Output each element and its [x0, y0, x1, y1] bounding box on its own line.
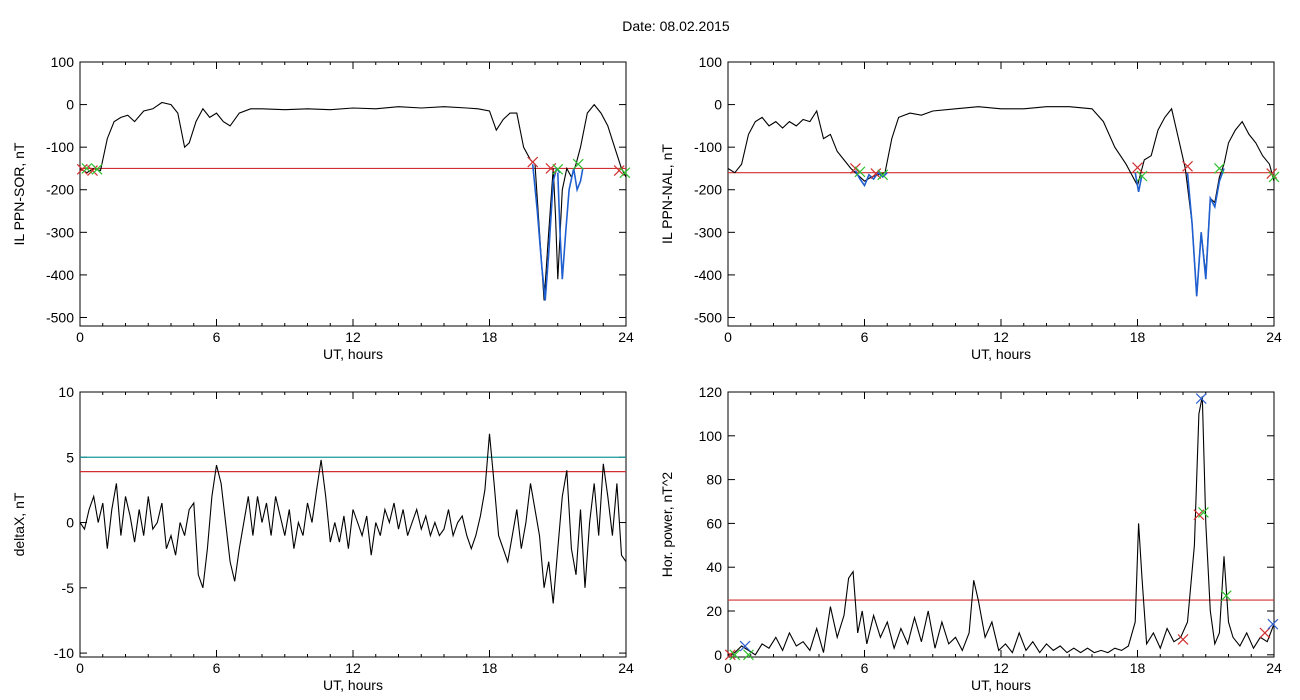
highlight-segment [1186, 168, 1225, 297]
event-marker [1177, 634, 1189, 645]
series-line [727, 106, 1275, 297]
y-tick-label: 10 [58, 384, 74, 400]
x-tick-label: 0 [76, 329, 84, 345]
event-marker [572, 158, 584, 170]
x-axis-label: UT, hours [971, 346, 1031, 362]
y-tick-label: 100 [51, 54, 75, 70]
x-tick-label: 6 [861, 660, 869, 676]
event-marker [729, 649, 741, 661]
y-tick-label: -300 [694, 224, 722, 240]
y-tick-label: 0 [714, 647, 722, 663]
event-marker [870, 168, 882, 179]
y-tick-label: -200 [694, 182, 722, 198]
plot-il-sor: 0 6 12 18 24 100 0 -100 -200 -300 -400 -500 UT, hour… [11, 54, 634, 362]
event-marker [81, 163, 93, 174]
x-tick-label: 6 [213, 660, 221, 676]
x-tick-label: 0 [76, 660, 84, 676]
x-axis-label: UT, hours [323, 346, 383, 362]
x-tick-label: 12 [993, 329, 1009, 345]
event-marker [724, 649, 736, 661]
event-marker [91, 163, 103, 175]
y-tick-label: 0 [714, 97, 722, 113]
y-tick-label: 100 [699, 54, 723, 70]
y-tick-label: -5 [62, 580, 75, 596]
y-axis-label: IL PPN-NAL, nT [659, 144, 675, 244]
x-tick-label: 24 [1266, 660, 1282, 676]
y-tick-label: 100 [699, 428, 723, 444]
event-marker [739, 640, 751, 652]
event-marker [877, 169, 889, 181]
y-tick-label: -400 [694, 267, 722, 283]
y-tick-label: -500 [46, 309, 74, 325]
y-tick-label: 40 [706, 559, 722, 575]
x-tick-label: 6 [213, 329, 221, 345]
y-tick-label: 60 [706, 515, 722, 531]
x-tick-label: 12 [345, 660, 361, 676]
event-marker [854, 166, 866, 178]
highlight-segment [1134, 172, 1143, 193]
event-marker [743, 649, 754, 661]
y-axis-label: deltaX, nT [11, 492, 27, 556]
event-marker [619, 167, 631, 179]
y-tick-label: 0 [66, 97, 74, 113]
y-tick-label: 120 [699, 384, 723, 400]
y-tick-label: -300 [46, 224, 74, 240]
page-title: Date: 08.02.2015 [622, 18, 730, 34]
x-tick-label: 18 [482, 660, 498, 676]
series-line [79, 101, 627, 301]
y-axis-label: IL PPN-SOR, nT [11, 142, 27, 245]
x-tick-label: 24 [618, 660, 634, 676]
event-marker [1259, 627, 1271, 639]
y-tick-label: 20 [706, 603, 722, 619]
plot-frame [727, 391, 1275, 658]
event-marker [1132, 162, 1143, 174]
y-tick-label: -200 [46, 182, 74, 198]
x-tick-label: 18 [1130, 660, 1146, 676]
event-marker [1136, 170, 1148, 182]
x-tick-label: 18 [482, 329, 498, 345]
x-axis-label: UT, hours [323, 677, 383, 693]
event-marker [1182, 160, 1193, 172]
highlight-segment [572, 168, 584, 193]
y-tick-label: -10 [54, 645, 74, 661]
event-marker [1268, 171, 1280, 183]
event-marker [1266, 168, 1278, 179]
x-tick-label: 12 [345, 329, 361, 345]
plot-frame [79, 391, 627, 658]
series-line [79, 433, 627, 604]
plot-delta-x: 0 6 12 18 24 10 5 0 -5 -10 UT, hours deltaX, nT [11, 384, 634, 693]
event-marker [1267, 618, 1279, 630]
event-marker [849, 163, 861, 174]
highlight-segment [557, 168, 575, 280]
event-marker [1213, 163, 1225, 174]
plot-frame [727, 61, 1275, 327]
event-marker [613, 165, 625, 177]
y-tick-label: 5 [66, 449, 74, 465]
y-tick-label: -500 [694, 309, 722, 325]
x-axis-label: UT, hours [971, 677, 1031, 693]
event-marker [1195, 393, 1207, 404]
plot-il-nal: 0 6 12 18 24 100 0 -100 -200 -300 -400 -500 UT, hour… [659, 54, 1282, 362]
event-marker [552, 163, 564, 175]
x-tick-label: 24 [618, 329, 634, 345]
series-line [727, 396, 1275, 656]
y-axis-label: Hor. power, nT^2 [659, 472, 675, 578]
event-marker [527, 156, 539, 168]
plot-hor-power: 0 6 12 18 24 120 100 80 60 40 20 0 UT, hours Hor. pow… [659, 384, 1282, 693]
y-tick-label: -100 [46, 139, 74, 155]
x-tick-label: 12 [993, 660, 1009, 676]
y-tick-label: 80 [706, 472, 722, 488]
x-tick-label: 18 [1130, 329, 1146, 345]
x-tick-label: 24 [1266, 329, 1282, 345]
y-tick-label: -400 [46, 267, 74, 283]
event-marker [76, 163, 88, 175]
y-tick-label: 0 [66, 515, 74, 531]
x-tick-label: 6 [861, 329, 869, 345]
event-marker [1198, 507, 1209, 518]
x-tick-label: 0 [724, 660, 732, 676]
x-tick-label: 0 [724, 329, 732, 345]
event-marker [1220, 590, 1232, 602]
y-tick-label: -100 [694, 139, 722, 155]
